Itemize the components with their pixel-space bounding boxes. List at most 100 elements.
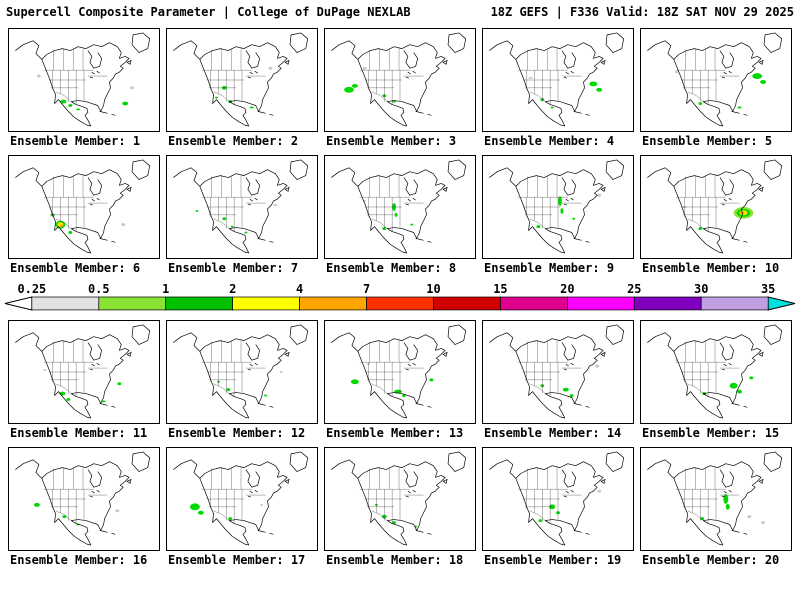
ensemble-panel: Ensemble Member: 17 [166,447,318,567]
ensemble-panel: Ensemble Member: 18 [324,447,476,567]
colorbar-tick: 0.5 [88,282,110,296]
scp-blob [362,66,367,70]
panel-label: Ensemble Member: 7 [168,261,299,275]
scp-blob [550,106,554,109]
scp-blob [264,394,268,397]
map-canvas [482,320,634,424]
colorbar-segment [433,296,501,311]
colorbar-segment [500,296,568,311]
panel-label: Ensemble Member: 11 [10,426,148,440]
colorbar-tick: 35 [761,282,775,296]
north-america-outline [173,159,309,254]
colorbar-segment [700,296,769,311]
colorbar-tick: 30 [694,282,708,296]
scp-blob [66,397,71,401]
ensemble-panel: Ensemble Member: 19 [482,447,634,567]
north-america-outline [647,451,783,546]
ensemble-row-4: Ensemble Member: 16 Ensemble Member: 17 En… [0,447,800,567]
scp-blob [595,364,600,368]
scp-blob [761,521,766,525]
panel-label: Ensemble Member: 5 [642,134,773,148]
scp-blob [195,209,199,212]
colorbar: 0.25 0.5 1 2 4 7 10 15 20 25 30 35 [4,282,796,311]
scp-blob [59,224,63,227]
panel-label: Ensemble Member: 4 [484,134,615,148]
run-valid-info: 18Z GEFS | F336 Valid: 18Z SAT NOV 29 20… [490,5,794,19]
scp-blob [122,101,129,106]
panel-label: Ensemble Member: 13 [326,426,464,440]
map-canvas [8,320,160,424]
colorbar-tick: 4 [296,282,303,296]
scp-blob [410,223,414,226]
north-america-outline [15,159,151,254]
north-america-outline [331,32,467,127]
colorbar-segment [633,296,702,311]
scp-blob [115,509,120,513]
ensemble-panel: Ensemble Member: 6 [8,155,160,275]
scp-blob [268,66,273,70]
north-america-outline [173,32,309,127]
scp-blob [226,388,231,392]
north-america-outline [331,451,467,546]
map-canvas [8,155,160,259]
map-canvas [482,155,634,259]
scp-blob [350,379,359,385]
ensemble-row-2: Ensemble Member: 6 Ensemble Member: 7 Ense… [0,155,800,275]
ensemble-row-3: Ensemble Member: 11 Ensemble Member: 12 En… [0,320,800,440]
scp-blob [36,74,41,78]
map-canvas [166,155,318,259]
scp-blob [121,223,126,227]
north-america-outline [15,451,151,546]
scp-blob [392,521,397,525]
scp-blob [698,227,703,231]
scp-blob [752,73,763,80]
scp-blob [351,83,358,88]
north-america-outline [489,324,625,419]
map-canvas [8,28,160,132]
ensemble-panel: Ensemble Member: 4 [482,28,634,148]
scp-blob [597,193,602,197]
scp-blob [197,510,204,515]
north-america-outline [173,451,309,546]
colorbar-segment [299,296,367,311]
ensemble-panel: Ensemble Member: 5 [640,28,792,148]
scp-blob [279,371,283,373]
scp-blob [68,104,73,107]
map-canvas [324,447,476,551]
scp-blob [560,207,564,214]
scp-blob [394,212,398,217]
scp-blob [273,204,278,207]
scp-blob [674,71,679,74]
ensemble-panel: Ensemble Member: 8 [324,155,476,275]
ensemble-panel: Ensemble Member: 15 [640,320,792,440]
scp-blob [68,231,73,234]
north-america-outline [331,324,467,419]
scp-blob [101,400,106,403]
colorbar-tick: 1 [162,282,169,296]
colorbar-segment [31,296,100,311]
scp-blob [723,494,729,504]
scp-blob [190,503,200,511]
ensemble-panel: Ensemble Member: 3 [324,28,476,148]
scp-blob [215,96,218,99]
scp-blob [558,196,562,207]
map-canvas [166,447,318,551]
scp-blob [244,231,248,234]
scp-blob [596,87,603,92]
panel-label: Ensemble Member: 8 [326,261,457,275]
panel-label: Ensemble Member: 19 [484,553,622,567]
scp-blob [528,77,533,80]
north-america-outline [15,32,151,127]
scp-blob [382,227,387,231]
north-america-outline [647,32,783,127]
scp-blob [538,519,543,523]
scp-blob [572,217,576,220]
scp-blob [33,502,40,507]
colorbar-segment [566,296,635,311]
north-america-outline [489,159,625,254]
panel-label: Ensemble Member: 12 [168,426,306,440]
scp-blob [130,86,135,90]
colorbar-segment [232,296,300,311]
north-america-outline [489,451,625,546]
colorbar-tick: 2 [229,282,236,296]
